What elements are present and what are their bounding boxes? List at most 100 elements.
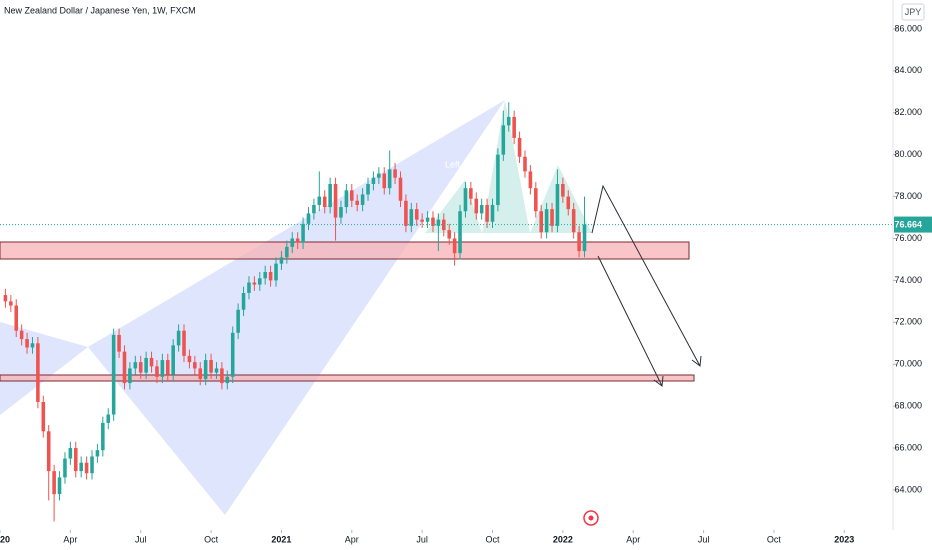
x-tick-label: Jul: [698, 534, 710, 544]
candle-body: [425, 217, 430, 222]
x-tick-label: Oct: [485, 534, 500, 544]
candle-body: [555, 184, 560, 226]
y-tick-label: 68.000: [894, 401, 922, 411]
last-price-label: 76.664: [894, 219, 922, 229]
candle-body: [290, 238, 295, 247]
candle-body: [36, 343, 40, 402]
y-tick-label: 74.000: [894, 275, 922, 285]
candle-body: [214, 368, 219, 373]
candle-body: [344, 190, 349, 208]
candle-body: [317, 196, 322, 205]
candle-body: [101, 422, 105, 451]
candle-body: [371, 177, 376, 185]
x-tick-label: Oct: [767, 534, 782, 544]
event-icon-dot: [588, 515, 594, 521]
x-tick-label: Oct: [204, 534, 219, 544]
candle-body: [182, 330, 186, 356]
candle-body: [571, 209, 576, 233]
candle-body: [111, 334, 116, 415]
y-tick-label: 80.000: [894, 149, 922, 159]
demand-zone: [0, 374, 695, 382]
candle-body: [306, 213, 311, 224]
candle-body: [106, 414, 111, 423]
x-tick-label: Jul: [135, 534, 147, 544]
candle-body: [165, 360, 170, 375]
candle-body: [350, 190, 354, 201]
candle-body: [539, 211, 543, 233]
y-tick-label: 76.000: [894, 233, 922, 243]
candle-body: [171, 345, 175, 375]
candle-body: [263, 272, 267, 279]
candle-body: [561, 184, 565, 197]
candle-body: [295, 238, 300, 243]
candle-body: [398, 177, 403, 201]
annotation: Left Sh: [445, 159, 474, 169]
candle-body: [496, 154, 500, 205]
supply-zone: [0, 241, 690, 260]
candle-body: [534, 188, 538, 212]
currency-badge: [901, 3, 925, 21]
candle-body: [458, 211, 462, 254]
candle-body: [187, 355, 192, 363]
candle-body: [528, 171, 533, 189]
candle-body: [90, 456, 94, 474]
candle-body: [138, 362, 143, 373]
candle-body: [133, 362, 138, 369]
candle-body: [247, 282, 251, 293]
candle-body: [155, 366, 159, 377]
candle-body: [377, 173, 381, 178]
candle-body: [447, 230, 451, 239]
candle-body: [339, 207, 343, 218]
candle-body: [582, 224, 587, 252]
candle-body: [274, 263, 278, 281]
arrows: [591, 184, 702, 387]
candle-body: [203, 360, 208, 379]
candle-body: [95, 450, 100, 457]
candle-body: [63, 458, 67, 478]
candle-body: [279, 257, 284, 264]
candle-body: [236, 309, 240, 333]
candle-body: [79, 462, 83, 472]
candle-body: [84, 462, 89, 474]
candle-body: [409, 209, 414, 226]
candle-body: [404, 200, 408, 226]
y-tick-label: 78.000: [894, 191, 922, 201]
candle-body: [241, 292, 246, 310]
candle-body: [382, 173, 387, 189]
y-tick-label: 66.000: [894, 442, 922, 452]
candle-body: [225, 376, 230, 384]
candle-body: [19, 330, 24, 340]
candle-body: [257, 278, 262, 285]
candle-body: [68, 448, 73, 459]
candle-body: [230, 332, 235, 377]
candle-body: [485, 204, 489, 222]
currency-label: JPY: [905, 7, 922, 17]
y-tick-label: 72.000: [894, 317, 922, 327]
candle-body: [220, 368, 224, 384]
y-tick-label: 64.000: [894, 484, 922, 494]
candle-body: [52, 471, 56, 495]
arrow-line: [597, 255, 663, 387]
candle-body: [577, 232, 581, 252]
candle-body: [490, 204, 495, 222]
candle-body: [366, 184, 370, 195]
candle-body: [420, 219, 424, 222]
candle-body: [252, 282, 257, 285]
candle-body: [46, 431, 51, 472]
candle-body: [57, 477, 62, 495]
x-tick-label: Apr: [345, 534, 359, 544]
candle-body: [128, 368, 132, 384]
candle-body: [442, 219, 446, 231]
candle-body: [544, 209, 549, 233]
candle-body: [193, 362, 197, 369]
x-tick-label: 2023: [834, 534, 854, 544]
x-tick-label: Apr: [63, 534, 77, 544]
candle-body: [355, 200, 359, 205]
candle-body: [144, 357, 148, 373]
candle-body: [301, 223, 305, 243]
y-tick-label: 84.000: [894, 65, 922, 75]
candle-body: [25, 339, 29, 348]
candle-body: [414, 209, 419, 220]
